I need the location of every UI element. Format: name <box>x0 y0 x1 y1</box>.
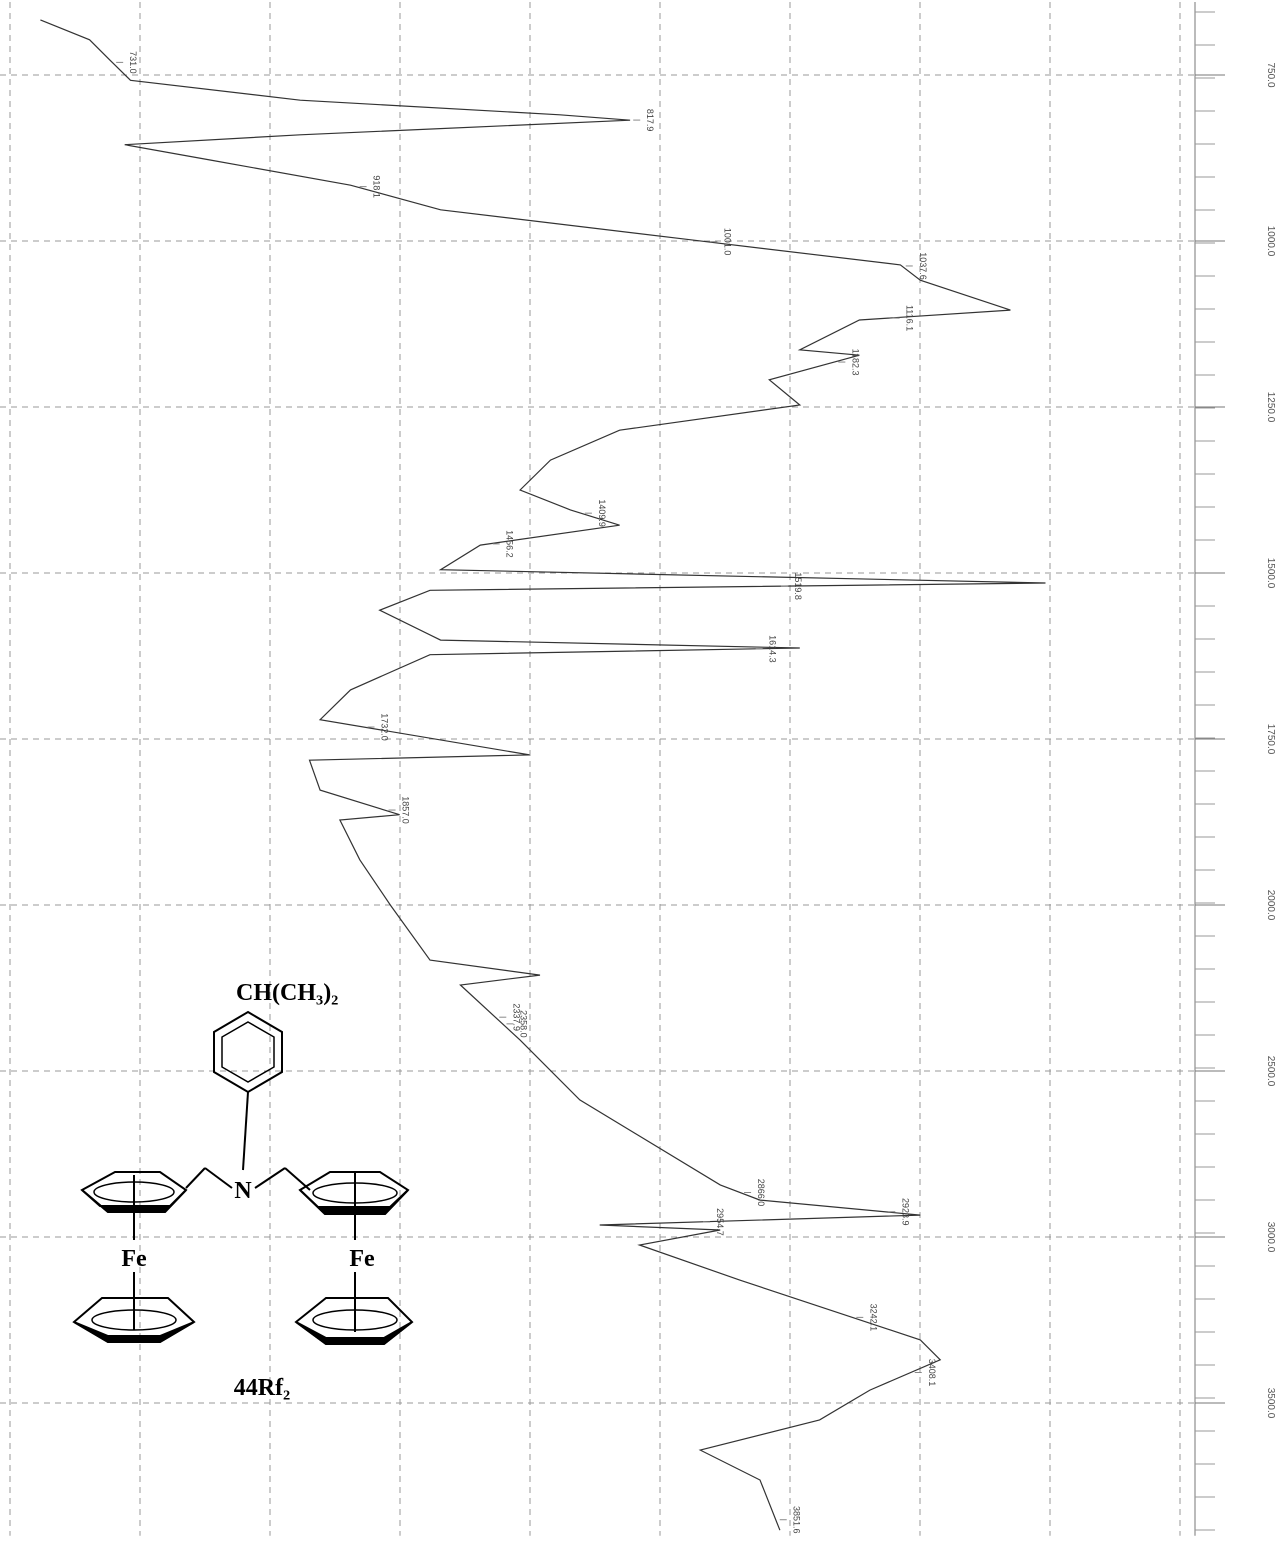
peak-label: 1409.9 <box>597 499 607 527</box>
x-tick-label: 750.0 <box>1265 62 1276 87</box>
bond <box>205 1168 232 1188</box>
chart: CH(CH₃)₂ N Fe Fe 44Rf₂ 750.0 1000.0 1250.0… <box>0 0 1283 1562</box>
x-tick-label: 3000.0 <box>1265 1222 1276 1253</box>
peak-label: 2866.0 <box>756 1179 766 1207</box>
peak-label: 1456.2 <box>505 530 515 558</box>
peak-label: 731.0 <box>128 51 138 74</box>
x-tick-label: 1750.0 <box>1265 724 1276 755</box>
peak-label: 3408.1 <box>927 1359 937 1387</box>
peak-label: 1001.0 <box>722 228 732 256</box>
peak-label: 1037.6 <box>918 252 928 280</box>
peak-label: 1182.3 <box>850 349 860 376</box>
peak-label: 817.9 <box>645 109 655 132</box>
page: CH(CH₃)₂ N Fe Fe 44Rf₂ 750.0 1000.0 1250.0… <box>0 0 1283 1562</box>
peak-label: 2358.0 <box>519 1010 529 1038</box>
metal: Fe <box>349 1246 375 1272</box>
x-tick-label: 1250.0 <box>1265 392 1276 423</box>
peak-label: 1519.8 <box>793 572 803 600</box>
peak-label: 3851.6 <box>792 1506 802 1534</box>
peak-label: 1857.0 <box>401 796 411 824</box>
metal: Fe <box>121 1246 147 1272</box>
amine: N <box>234 1178 252 1204</box>
peak-label: 2923.9 <box>900 1198 910 1226</box>
peak-label: 1732.0 <box>380 713 390 741</box>
bond <box>186 1168 205 1188</box>
benzene-inner <box>222 1022 274 1082</box>
benzene-ring <box>214 1012 282 1092</box>
compound-label: 44Rf₂ <box>234 1375 291 1401</box>
peak-label: 3242.1 <box>868 1304 878 1332</box>
spectrum <box>40 20 1045 1530</box>
peak-label: 2954.7 <box>715 1208 725 1236</box>
peak-label: 918.1 <box>372 175 382 198</box>
x-tick-label: 3500.0 <box>1265 1388 1276 1419</box>
peak-label: 1116.1 <box>905 305 915 331</box>
x-tick-label: 2000.0 <box>1265 890 1276 921</box>
peak-label: 1614.3 <box>768 635 778 663</box>
x-tick-label: 1500.0 <box>1265 558 1276 589</box>
x-tick-label: 1000.0 <box>1265 226 1276 257</box>
x-tick-label: 2500.0 <box>1265 1056 1276 1087</box>
bond <box>243 1092 248 1170</box>
substituent: CH(CH₃)₂ <box>236 980 338 1006</box>
